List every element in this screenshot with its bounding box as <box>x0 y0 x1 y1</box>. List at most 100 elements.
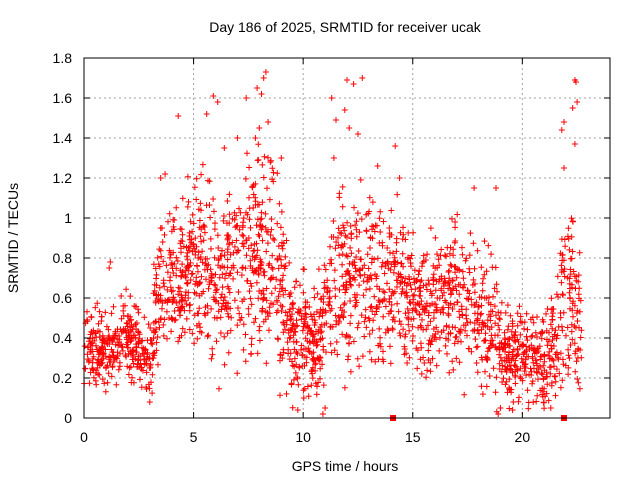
data-point <box>437 252 444 259</box>
data-point <box>353 218 360 225</box>
data-point <box>388 261 395 268</box>
data-point <box>486 373 493 379</box>
data-point <box>236 205 242 212</box>
data-point <box>492 344 499 351</box>
data-point <box>569 218 576 225</box>
data-point <box>347 312 354 319</box>
data-point <box>561 119 567 125</box>
data-point <box>101 380 108 387</box>
data-point <box>241 240 247 247</box>
data-point <box>347 298 354 304</box>
data-point <box>340 222 346 229</box>
data-point <box>261 153 268 160</box>
data-point <box>541 399 547 406</box>
data-point <box>297 282 303 289</box>
data-point <box>344 253 351 260</box>
data-point <box>398 273 404 280</box>
data-point <box>179 325 186 332</box>
data-point <box>404 305 411 312</box>
data-point <box>504 389 511 396</box>
data-point <box>186 262 193 269</box>
data-point <box>214 286 220 293</box>
data-point <box>298 313 305 319</box>
data-point <box>510 399 517 405</box>
data-point <box>124 339 131 346</box>
data-point <box>227 327 234 334</box>
data-point <box>271 237 278 243</box>
data-point <box>472 336 479 343</box>
data-point <box>284 312 291 319</box>
data-point <box>239 265 246 272</box>
data-point <box>517 331 524 338</box>
data-point <box>262 69 269 75</box>
data-point <box>461 391 468 398</box>
data-point <box>421 309 428 316</box>
data-point <box>449 358 456 365</box>
data-point <box>95 371 102 378</box>
data-point <box>502 309 509 316</box>
data-point <box>398 321 404 328</box>
data-point <box>210 196 217 202</box>
data-point <box>134 361 141 368</box>
data-point <box>252 198 259 205</box>
data-point <box>153 339 160 346</box>
data-point <box>153 318 160 325</box>
data-point <box>412 286 419 293</box>
data-point <box>278 262 285 269</box>
data-point <box>471 289 478 296</box>
data-point <box>567 266 574 273</box>
data-point <box>273 297 280 304</box>
data-point <box>280 231 287 238</box>
data-point <box>159 239 166 245</box>
data-point <box>532 357 539 364</box>
data-point <box>418 370 425 377</box>
data-point <box>411 279 418 286</box>
data-point <box>391 263 398 270</box>
data-point <box>536 343 543 350</box>
y-tick-label: 0.2 <box>53 370 73 386</box>
data-point <box>324 285 331 291</box>
data-point <box>431 309 437 316</box>
data-point <box>118 341 124 347</box>
data-point <box>320 299 327 306</box>
data-point <box>301 385 308 392</box>
data-point <box>261 294 268 301</box>
data-point <box>380 348 386 355</box>
data-point <box>225 285 232 292</box>
data-point <box>108 373 115 380</box>
data-point <box>540 388 547 395</box>
data-point <box>555 294 562 300</box>
data-point <box>507 312 514 319</box>
data-point <box>314 354 321 361</box>
data-point <box>240 346 247 353</box>
data-point <box>166 247 173 254</box>
data-point <box>195 255 202 261</box>
data-point <box>443 322 450 329</box>
data-point <box>187 277 194 283</box>
data-point <box>397 229 404 236</box>
data-point <box>294 374 301 381</box>
data-point <box>497 405 504 411</box>
data-point <box>314 290 321 297</box>
data-point <box>476 330 482 337</box>
data-point <box>276 253 283 259</box>
data-point <box>544 305 551 312</box>
data-point <box>407 255 413 262</box>
data-point <box>532 329 539 336</box>
data-point <box>425 340 432 347</box>
data-point <box>372 222 379 229</box>
x-tick-labels: 0 5 10 15 20 <box>80 429 530 445</box>
data-point <box>149 371 156 378</box>
data-point <box>173 204 180 211</box>
data-point <box>160 258 167 265</box>
data-point <box>212 282 219 289</box>
data-point <box>573 79 579 85</box>
data-point <box>127 364 134 370</box>
data-point <box>231 243 238 250</box>
data-point <box>351 204 357 211</box>
data-point <box>511 332 518 339</box>
data-point <box>366 194 373 201</box>
data-point <box>282 326 288 333</box>
data-point <box>256 125 263 131</box>
data-point <box>333 117 339 123</box>
